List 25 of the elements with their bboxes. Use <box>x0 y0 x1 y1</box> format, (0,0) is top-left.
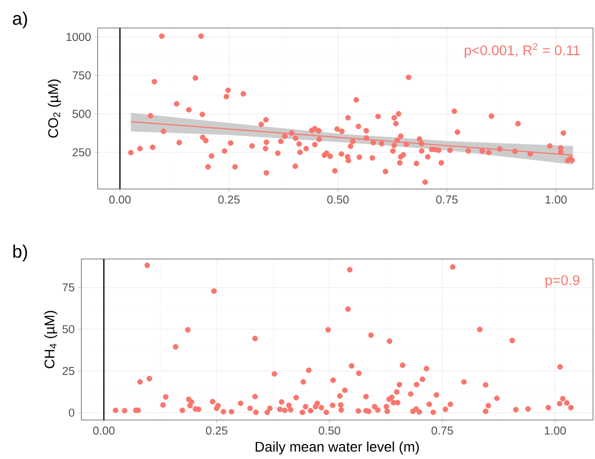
y-tick-label: 1000 <box>66 32 91 41</box>
annotation: p=0.9 <box>546 275 580 288</box>
x-tick-label: 0.50 <box>327 196 349 204</box>
x-tick-label: 1.00 <box>546 196 567 204</box>
x-tick-label: 1.00 <box>544 426 566 435</box>
x-tick-label: 0.25 <box>218 196 240 204</box>
x-tick-label: 0.25 <box>206 426 228 435</box>
annotation: p<0.001, R$^{2}$ = 0.11 <box>464 43 580 58</box>
y-tick-label: 0 <box>68 408 74 417</box>
y-tick-label: 250 <box>72 148 91 156</box>
y-axis-title: CO$_{2}$ (µM) <box>48 80 61 138</box>
chart-title: b) <box>13 244 28 262</box>
y-tick-label: 25 <box>62 366 74 375</box>
y-tick-label: 500 <box>72 110 91 118</box>
y-tick-label: 50 <box>62 325 74 334</box>
y-tick-label: 75 <box>62 283 74 292</box>
x-tick-label: 0.00 <box>93 426 115 435</box>
x-tick-label: 0.75 <box>436 196 458 204</box>
x-tick-label: 0.75 <box>432 426 453 435</box>
y-axis-title: CH$_{4}$ (µM) <box>44 310 58 368</box>
x-axis-title: Daily mean water level (m) <box>256 441 419 454</box>
x-tick-label: 0.50 <box>318 426 340 435</box>
x-tick-label: 0.00 <box>109 196 131 204</box>
y-tick-label: 750 <box>72 71 91 80</box>
chart-title: a) <box>12 12 28 28</box>
